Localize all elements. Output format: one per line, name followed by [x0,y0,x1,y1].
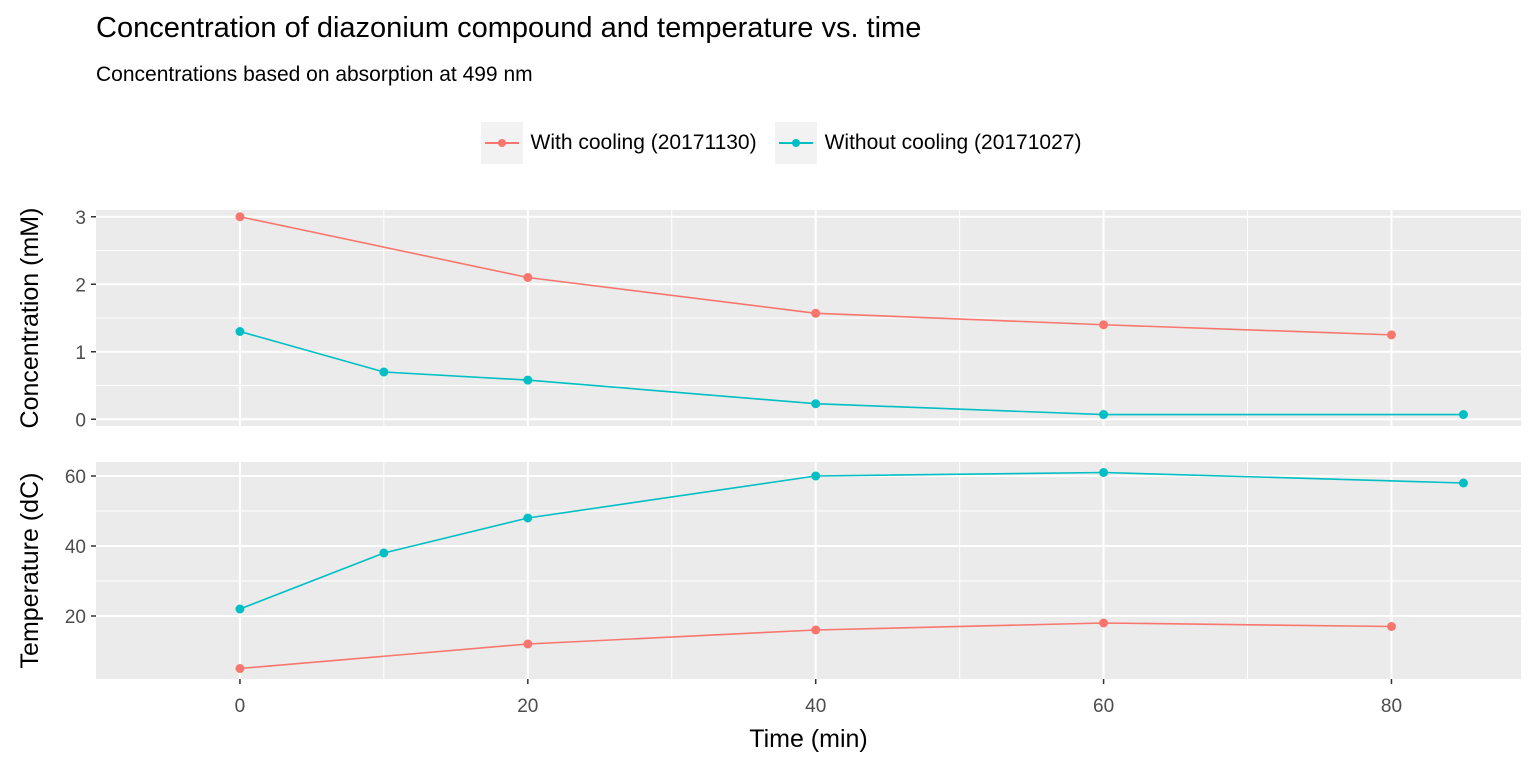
x-axis-title: Time (min) [749,725,868,753]
y-tick-label: 20 [65,607,86,628]
y-axis-title-concentration: Concentration (mM) [16,208,44,429]
data-point [1099,410,1109,420]
x-tick-label: 40 [805,696,826,717]
panel-background [96,462,1521,679]
data-point [523,273,533,282]
y-tick-label: 40 [65,537,86,558]
data-point [811,471,821,481]
data-point [1099,468,1109,477]
legend-label-with-cooling: With cooling (20171130) [530,131,757,154]
legend-item-without-cooling: Without cooling (20171027) [774,122,1082,164]
data-point [379,367,389,377]
data-point [235,212,245,222]
data-point [1386,622,1396,631]
x-tick-label: 60 [1093,696,1114,717]
chart-title: Concentration of diazonium compound and … [96,12,922,44]
y-tick-label: 60 [65,467,86,488]
legend-label-without-cooling: Without cooling (20171027) [824,131,1082,154]
legend: With cooling (20171130) Without cooling … [0,120,1536,166]
data-point [1458,478,1468,488]
legend-key-without-cooling [774,122,817,164]
panel-1: 20 40 60 [65,462,1521,679]
data-point [1386,330,1396,340]
data-point [235,327,245,336]
legend-dot-with-cooling [497,139,506,147]
x-tick-label: 0 [235,696,246,717]
data-point [379,548,389,558]
y-tick-label: 3 [75,208,86,229]
data-point [1099,320,1109,330]
data-point [811,308,821,318]
data-point [1099,618,1109,628]
legend-key-with-cooling [480,122,523,164]
x-tick-label: 20 [517,696,538,717]
data-point [523,513,533,523]
data-point [811,399,821,409]
panel-0: 0 1 2 3 [75,208,1521,431]
legend-dot-without-cooling [791,139,800,147]
x-tick-label: 80 [1381,696,1402,717]
y-tick-label: 2 [75,275,86,296]
data-point [523,639,533,649]
series-line-without-cooling-20171027 [239,330,1464,416]
y-axis-title-temperature: Temperature (dC) [16,473,44,669]
data-point [1458,410,1468,420]
data-point [235,604,245,614]
y-tick-label: 0 [75,410,86,431]
chart-subtitle: Concentrations based on absorption at 49… [96,63,533,86]
y-tick-label: 1 [75,343,86,364]
data-point [235,664,245,673]
legend-item-with-cooling: With cooling (20171130) [480,122,757,164]
series-line-without-cooling-20171027 [239,471,1464,610]
data-point [811,625,821,635]
data-point [523,375,533,385]
